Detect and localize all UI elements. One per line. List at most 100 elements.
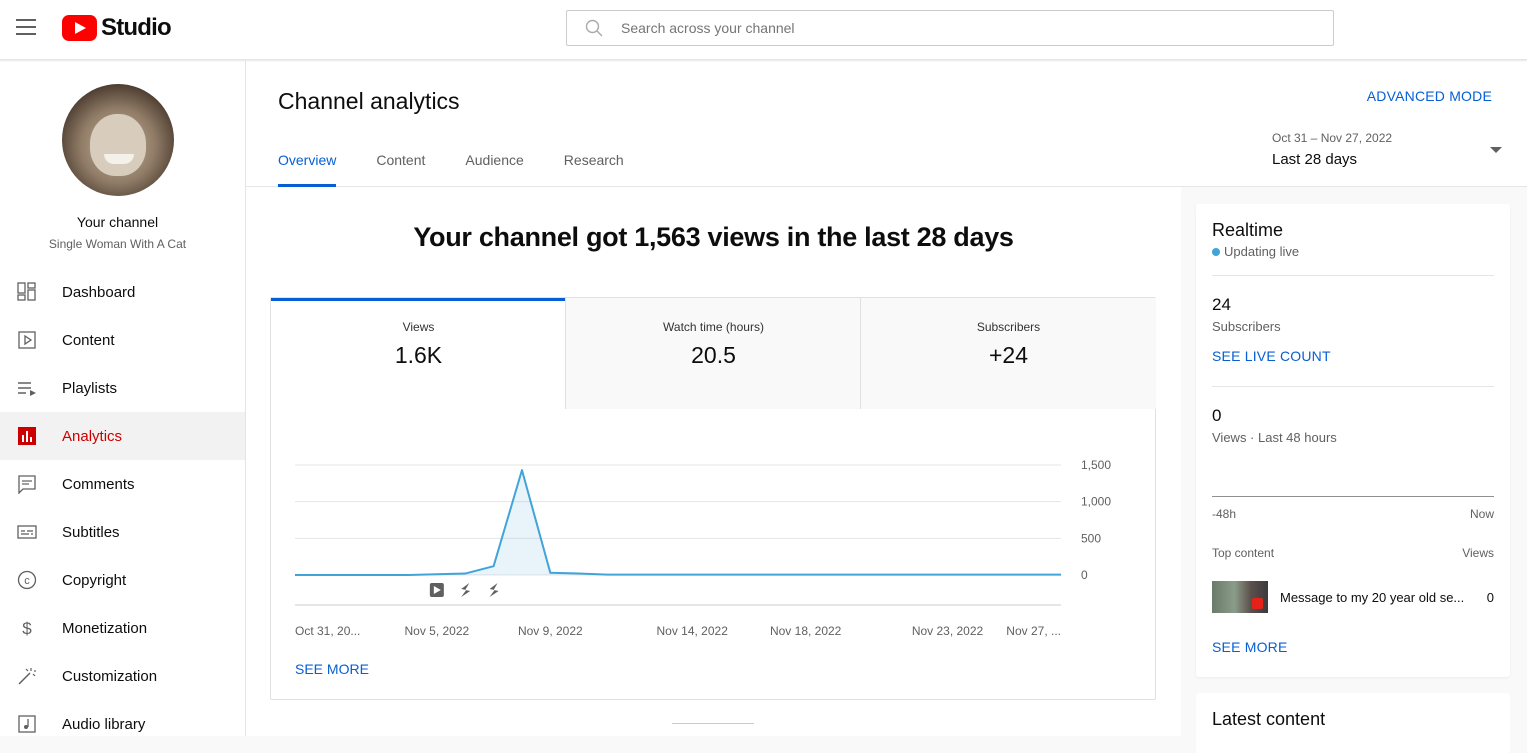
tab-audience[interactable]: Audience	[465, 152, 524, 168]
analytics-tabs: Overview Content Audience Research	[278, 152, 664, 187]
x-tick-label: Nov 5, 2022	[404, 624, 469, 638]
x-tick-label: Oct 31, 20...	[295, 624, 360, 638]
live-status: Updating live	[1212, 244, 1299, 259]
logo-text: Studio	[101, 14, 172, 41]
date-range-label: Last 28 days	[1272, 151, 1358, 168]
sidebar-item-label: Content	[62, 331, 115, 349]
x-tick-label: Nov 9, 2022	[518, 624, 583, 638]
shorts-marker-icon	[461, 583, 471, 597]
search-icon	[585, 19, 603, 37]
axis-start-label: -48h	[1212, 507, 1237, 521]
x-tick-label: Nov 27, ...	[1006, 624, 1061, 638]
see-live-count-button[interactable]: SEE LIVE COUNT	[1212, 348, 1331, 364]
top-video-title[interactable]: Message to my 20 year old se...	[1280, 590, 1465, 605]
sidebar-item-analytics[interactable]: Analytics	[0, 412, 245, 460]
search-box[interactable]	[566, 10, 1334, 46]
sidebar-item-label: Analytics	[62, 427, 123, 445]
subscribers-label: Subscribers	[1212, 319, 1281, 334]
metric-divider	[860, 298, 861, 409]
sidebar-item-copyright[interactable]: c Copyright	[0, 556, 245, 604]
metric-value: 1.6K	[394, 342, 443, 368]
sidebar-item-comments[interactable]: Comments	[0, 460, 245, 508]
series-area	[295, 470, 1061, 575]
sidebar-item-label: Subtitles	[62, 523, 120, 541]
metrics-card: Views 1.6K Watch time (hours) 20.5 Subsc…	[270, 297, 1156, 700]
youtube-logo-icon	[62, 15, 97, 41]
views-chart: 1,500 1,000 500 0 Oct 31, 20... Nov 5, 2022 No…	[295, 458, 1111, 638]
channel-name: Single Woman With A Cat	[48, 237, 187, 251]
realtime-views-label: Views · Last 48 hours	[1212, 430, 1337, 445]
video-thumbnail[interactable]	[1212, 581, 1268, 613]
advanced-mode-button[interactable]: ADVANCED MODE	[1366, 88, 1492, 104]
x-tick-label: Nov 18, 2022	[770, 624, 842, 638]
views-column-label: Views	[1462, 546, 1494, 560]
channel-avatar[interactable]	[62, 84, 174, 196]
tab-overview[interactable]: Overview	[278, 152, 337, 187]
realtime-card: Realtime Updating live 24 Subscribers SE…	[1196, 204, 1510, 677]
sidebar-item-subtitles[interactable]: Subtitles	[0, 508, 245, 556]
metric-label: Views	[402, 320, 435, 334]
live-status-text: Updating live	[1224, 244, 1300, 259]
page-title: Channel analytics	[278, 88, 460, 114]
sidebar-nav: Dashboard Content Playlists Analytics Co…	[0, 268, 245, 748]
metric-label: Watch time (hours)	[663, 320, 764, 334]
sidebar-item-label: Customization	[62, 667, 158, 685]
content-icon	[16, 329, 38, 351]
metric-label: Subscribers	[976, 320, 1041, 334]
y-tick-label: 0	[1081, 568, 1088, 582]
search-input[interactable]	[621, 20, 1301, 36]
see-more-button[interactable]: SEE MORE	[295, 661, 369, 677]
latest-content-title: Latest content	[1212, 709, 1326, 729]
tab-research[interactable]: Research	[563, 152, 624, 168]
y-tick-label: 500	[1081, 531, 1101, 545]
x-tick-label: Nov 14, 2022	[656, 624, 728, 638]
playlists-icon	[16, 377, 38, 399]
studio-logo[interactable]: Studio	[62, 14, 172, 42]
realtime-views-count: 0	[1212, 406, 1222, 425]
divider	[1212, 275, 1494, 276]
date-range-dropdown[interactable]: Oct 31 – Nov 27, 2022 Last 28 days	[1272, 131, 1502, 171]
metric-tab-watch-time[interactable]: Watch time (hours) 20.5	[566, 298, 861, 409]
sidebar-item-playlists[interactable]: Playlists	[0, 364, 245, 412]
dashboard-icon	[16, 281, 38, 303]
sidebar-item-customization[interactable]: Customization	[0, 652, 245, 700]
realtime-axis	[1212, 496, 1494, 497]
caret-down-icon	[1490, 147, 1502, 153]
sidebar-item-label: Playlists	[62, 379, 118, 397]
overview-panel: Your channel got 1,563 views in the last…	[246, 187, 1181, 736]
divider	[1212, 386, 1494, 387]
realtime-title: Realtime	[1212, 220, 1284, 240]
tab-content[interactable]: Content	[376, 152, 426, 168]
play-icon	[433, 586, 441, 594]
metric-value: 20.5	[691, 342, 736, 368]
top-video-views: 0	[1486, 590, 1494, 605]
analytics-icon	[16, 425, 38, 447]
top-bar: Studio	[0, 0, 1527, 60]
comments-icon	[16, 473, 38, 495]
sidebar-item-content[interactable]: Content	[0, 316, 245, 364]
sidebar-item-monetization[interactable]: $ Monetization	[0, 604, 245, 652]
date-range-text: Oct 31 – Nov 27, 2022	[1272, 131, 1393, 145]
top-content-label: Top content	[1212, 546, 1275, 560]
metric-tab-views[interactable]: Views 1.6K	[271, 298, 566, 409]
svg-text:$: $	[22, 619, 32, 638]
customization-icon	[16, 665, 38, 687]
axis-end-label: Now	[1469, 507, 1494, 521]
audio-library-icon	[16, 713, 38, 735]
divider	[672, 723, 754, 724]
right-column: Realtime Updating live 24 Subscribers SE…	[1181, 187, 1527, 753]
sidebar-item-label: Comments	[62, 475, 135, 493]
sidebar-item-label: Audio library	[62, 715, 146, 733]
sidebar-item-audio-library[interactable]: Audio library	[0, 700, 245, 748]
series-line	[295, 469, 1061, 576]
views-headline: Your channel got 1,563 views in the last…	[413, 222, 1014, 252]
menu-icon[interactable]	[16, 19, 36, 35]
x-tick-label: Nov 23, 2022	[912, 624, 984, 638]
subtitles-icon	[16, 521, 38, 543]
y-tick-label: 1,500	[1081, 458, 1111, 472]
svg-text:c: c	[24, 575, 30, 587]
metric-tab-subscribers[interactable]: Subscribers +24	[861, 298, 1156, 409]
sidebar-item-dashboard[interactable]: Dashboard	[0, 268, 245, 316]
realtime-see-more-button[interactable]: SEE MORE	[1212, 639, 1288, 655]
monetization-icon: $	[16, 617, 38, 639]
